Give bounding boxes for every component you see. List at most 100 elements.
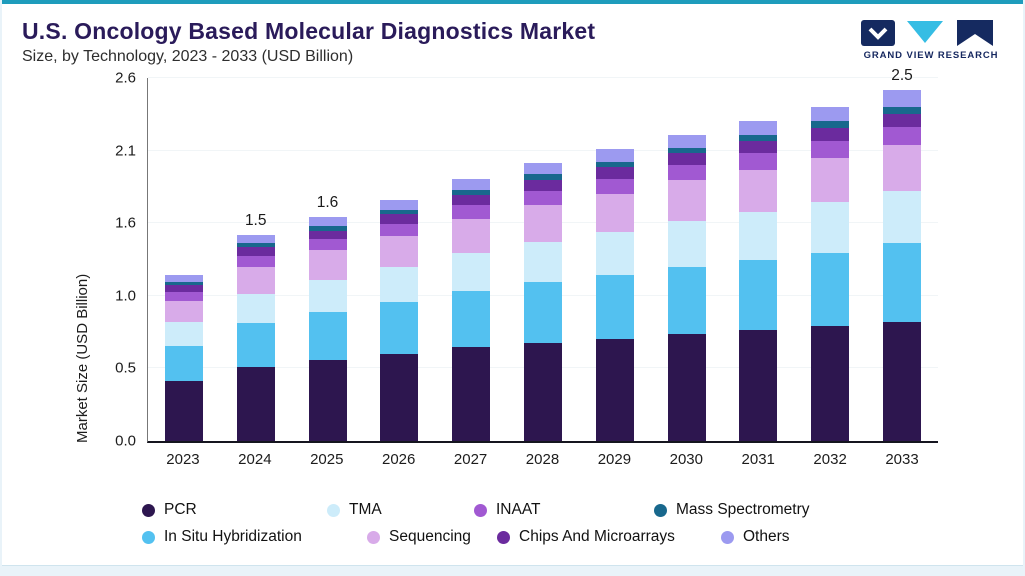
bar-2032 [794, 78, 866, 441]
segment-in-situ-hybridization [236, 323, 275, 367]
segment-chips-and-microarrays [308, 230, 347, 239]
segment-others [452, 178, 491, 190]
grand-view-research-logo: GRAND VIEW RESEARCH [861, 20, 1001, 61]
bar-2030 [651, 78, 723, 441]
segment-sequencing [811, 157, 850, 203]
segment-pcr [739, 330, 778, 441]
segment-mass-spectrometry [667, 147, 706, 154]
segment-mass-spectrometry [523, 174, 562, 180]
segment-chips-and-microarrays [811, 128, 850, 141]
segment-pcr [811, 325, 850, 441]
segment-mass-spectrometry [739, 135, 778, 141]
segment-mass-spectrometry [452, 189, 491, 196]
bar-total-label-2025: 1.6 [316, 193, 339, 211]
gridline [148, 77, 938, 78]
legend-label-others: Others [743, 528, 790, 545]
title-block: U.S. Oncology Based Molecular Diagnostic… [22, 18, 595, 66]
segment-pcr [523, 342, 562, 441]
segment-sequencing [739, 170, 778, 213]
segment-others [523, 163, 562, 175]
x-tick-label-2023: 2023 [166, 451, 200, 468]
y-tick-label: 0.0 [115, 432, 136, 450]
segment-inaat [308, 238, 347, 251]
segment-in-situ-hybridization [452, 290, 491, 347]
y-tick-label: 0.5 [115, 359, 136, 377]
segment-in-situ-hybridization [380, 302, 419, 354]
bar-stack-2030 [667, 135, 706, 441]
x-tick-label-2026: 2026 [381, 451, 416, 468]
bar-stack-2032 [811, 107, 850, 441]
segment-chips-and-microarrays [739, 140, 778, 154]
x-tick-label-2031: 2031 [741, 451, 775, 468]
bar-2028 [507, 78, 579, 441]
segment-tma [883, 191, 922, 244]
segment-others [380, 199, 419, 210]
segment-inaat [739, 153, 778, 171]
legend-dot-pcr [142, 503, 155, 517]
legend-dot-chips-and-microarrays [497, 530, 510, 544]
header: U.S. Oncology Based Molecular Diagnostic… [2, 4, 1023, 66]
page-title: U.S. Oncology Based Molecular Diagnostic… [22, 18, 596, 44]
legend-item-inaat: INAAT [474, 501, 654, 519]
bars-container: 1.5 1.6 2.5 [148, 67, 938, 441]
segment-others [236, 234, 275, 244]
stacked-bar-chart: Market Size (USD Billion) 0.0 0.5 1.0 1.6 2.… [2, 67, 1023, 492]
x-tick-label-2029: 2029 [597, 451, 632, 468]
legend-row-1: PCR TMA INAAT Mass Spectrometry [142, 501, 1023, 519]
y-tick-label: 2.1 [115, 142, 136, 160]
segment-inaat [452, 205, 491, 220]
bar-total-label-2024: 1.5 [244, 211, 267, 229]
bar-stack-2023 [164, 275, 203, 441]
legend-dot-in-situ-hybridization [142, 530, 155, 544]
segment-in-situ-hybridization [523, 282, 562, 343]
legend-dot-tma [327, 503, 340, 517]
segment-inaat [595, 178, 634, 194]
segment-tma [236, 293, 275, 324]
legend-row-2: In Situ Hybridization Sequencing Chips And… [142, 528, 1023, 546]
segment-others [883, 90, 922, 108]
segment-tma [811, 202, 850, 253]
segment-others [739, 121, 778, 136]
segment-tma [667, 220, 706, 267]
segment-in-situ-hybridization [308, 311, 347, 360]
bar-stack-2033 [883, 90, 922, 441]
segment-pcr [667, 334, 706, 441]
y-axis-label: Market Size (USD Billion) [74, 273, 91, 443]
report-card: U.S. Oncology Based Molecular Diagnostic… [2, 0, 1023, 566]
legend-label-sequencing: Sequencing [389, 528, 471, 545]
segment-pcr [452, 346, 491, 441]
segment-in-situ-hybridization [811, 252, 850, 326]
bar-stack-2031 [739, 121, 778, 441]
chart-legend: PCR TMA INAAT Mass Spectrometry In Situ Hybr… [142, 501, 1023, 546]
segment-chips-and-microarrays [380, 213, 419, 224]
legend-label-pcr: PCR [164, 501, 197, 518]
legend-label-mass-spectrometry: Mass Spectrometry [676, 501, 810, 518]
bar-stack-2029 [595, 149, 634, 441]
segment-pcr [308, 359, 347, 441]
legend-item-sequencing: Sequencing [367, 528, 497, 546]
y-tick-label: 1.6 [115, 214, 136, 232]
segment-mass-spectrometry [811, 121, 850, 129]
segment-tma [452, 252, 491, 291]
segment-mass-spectrometry [164, 282, 203, 286]
segment-mass-spectrometry [308, 226, 347, 231]
segment-in-situ-hybridization [883, 243, 922, 322]
segment-tma [595, 231, 634, 276]
y-tick-label: 2.6 [115, 69, 136, 87]
segment-sequencing [308, 250, 347, 280]
segment-in-situ-hybridization [739, 259, 778, 331]
bar-2026 [363, 78, 435, 441]
gvr-logo-icon [861, 20, 993, 46]
x-tick-label-2030: 2030 [669, 451, 703, 468]
bar-stack-2026 [380, 199, 419, 441]
legend-item-others: Others [721, 528, 790, 546]
y-tick-label: 1.0 [115, 287, 136, 305]
segment-sequencing [452, 219, 491, 253]
segment-in-situ-hybridization [164, 345, 203, 381]
x-tick-label-2024: 2024 [238, 451, 272, 468]
segment-inaat [883, 126, 922, 145]
segment-tma [308, 279, 347, 312]
segment-in-situ-hybridization [667, 266, 706, 335]
plot-area: 0.0 0.5 1.0 1.6 2.1 2.6 1.5 1.6 2.5 [115, 67, 938, 450]
segment-others [308, 216, 347, 227]
